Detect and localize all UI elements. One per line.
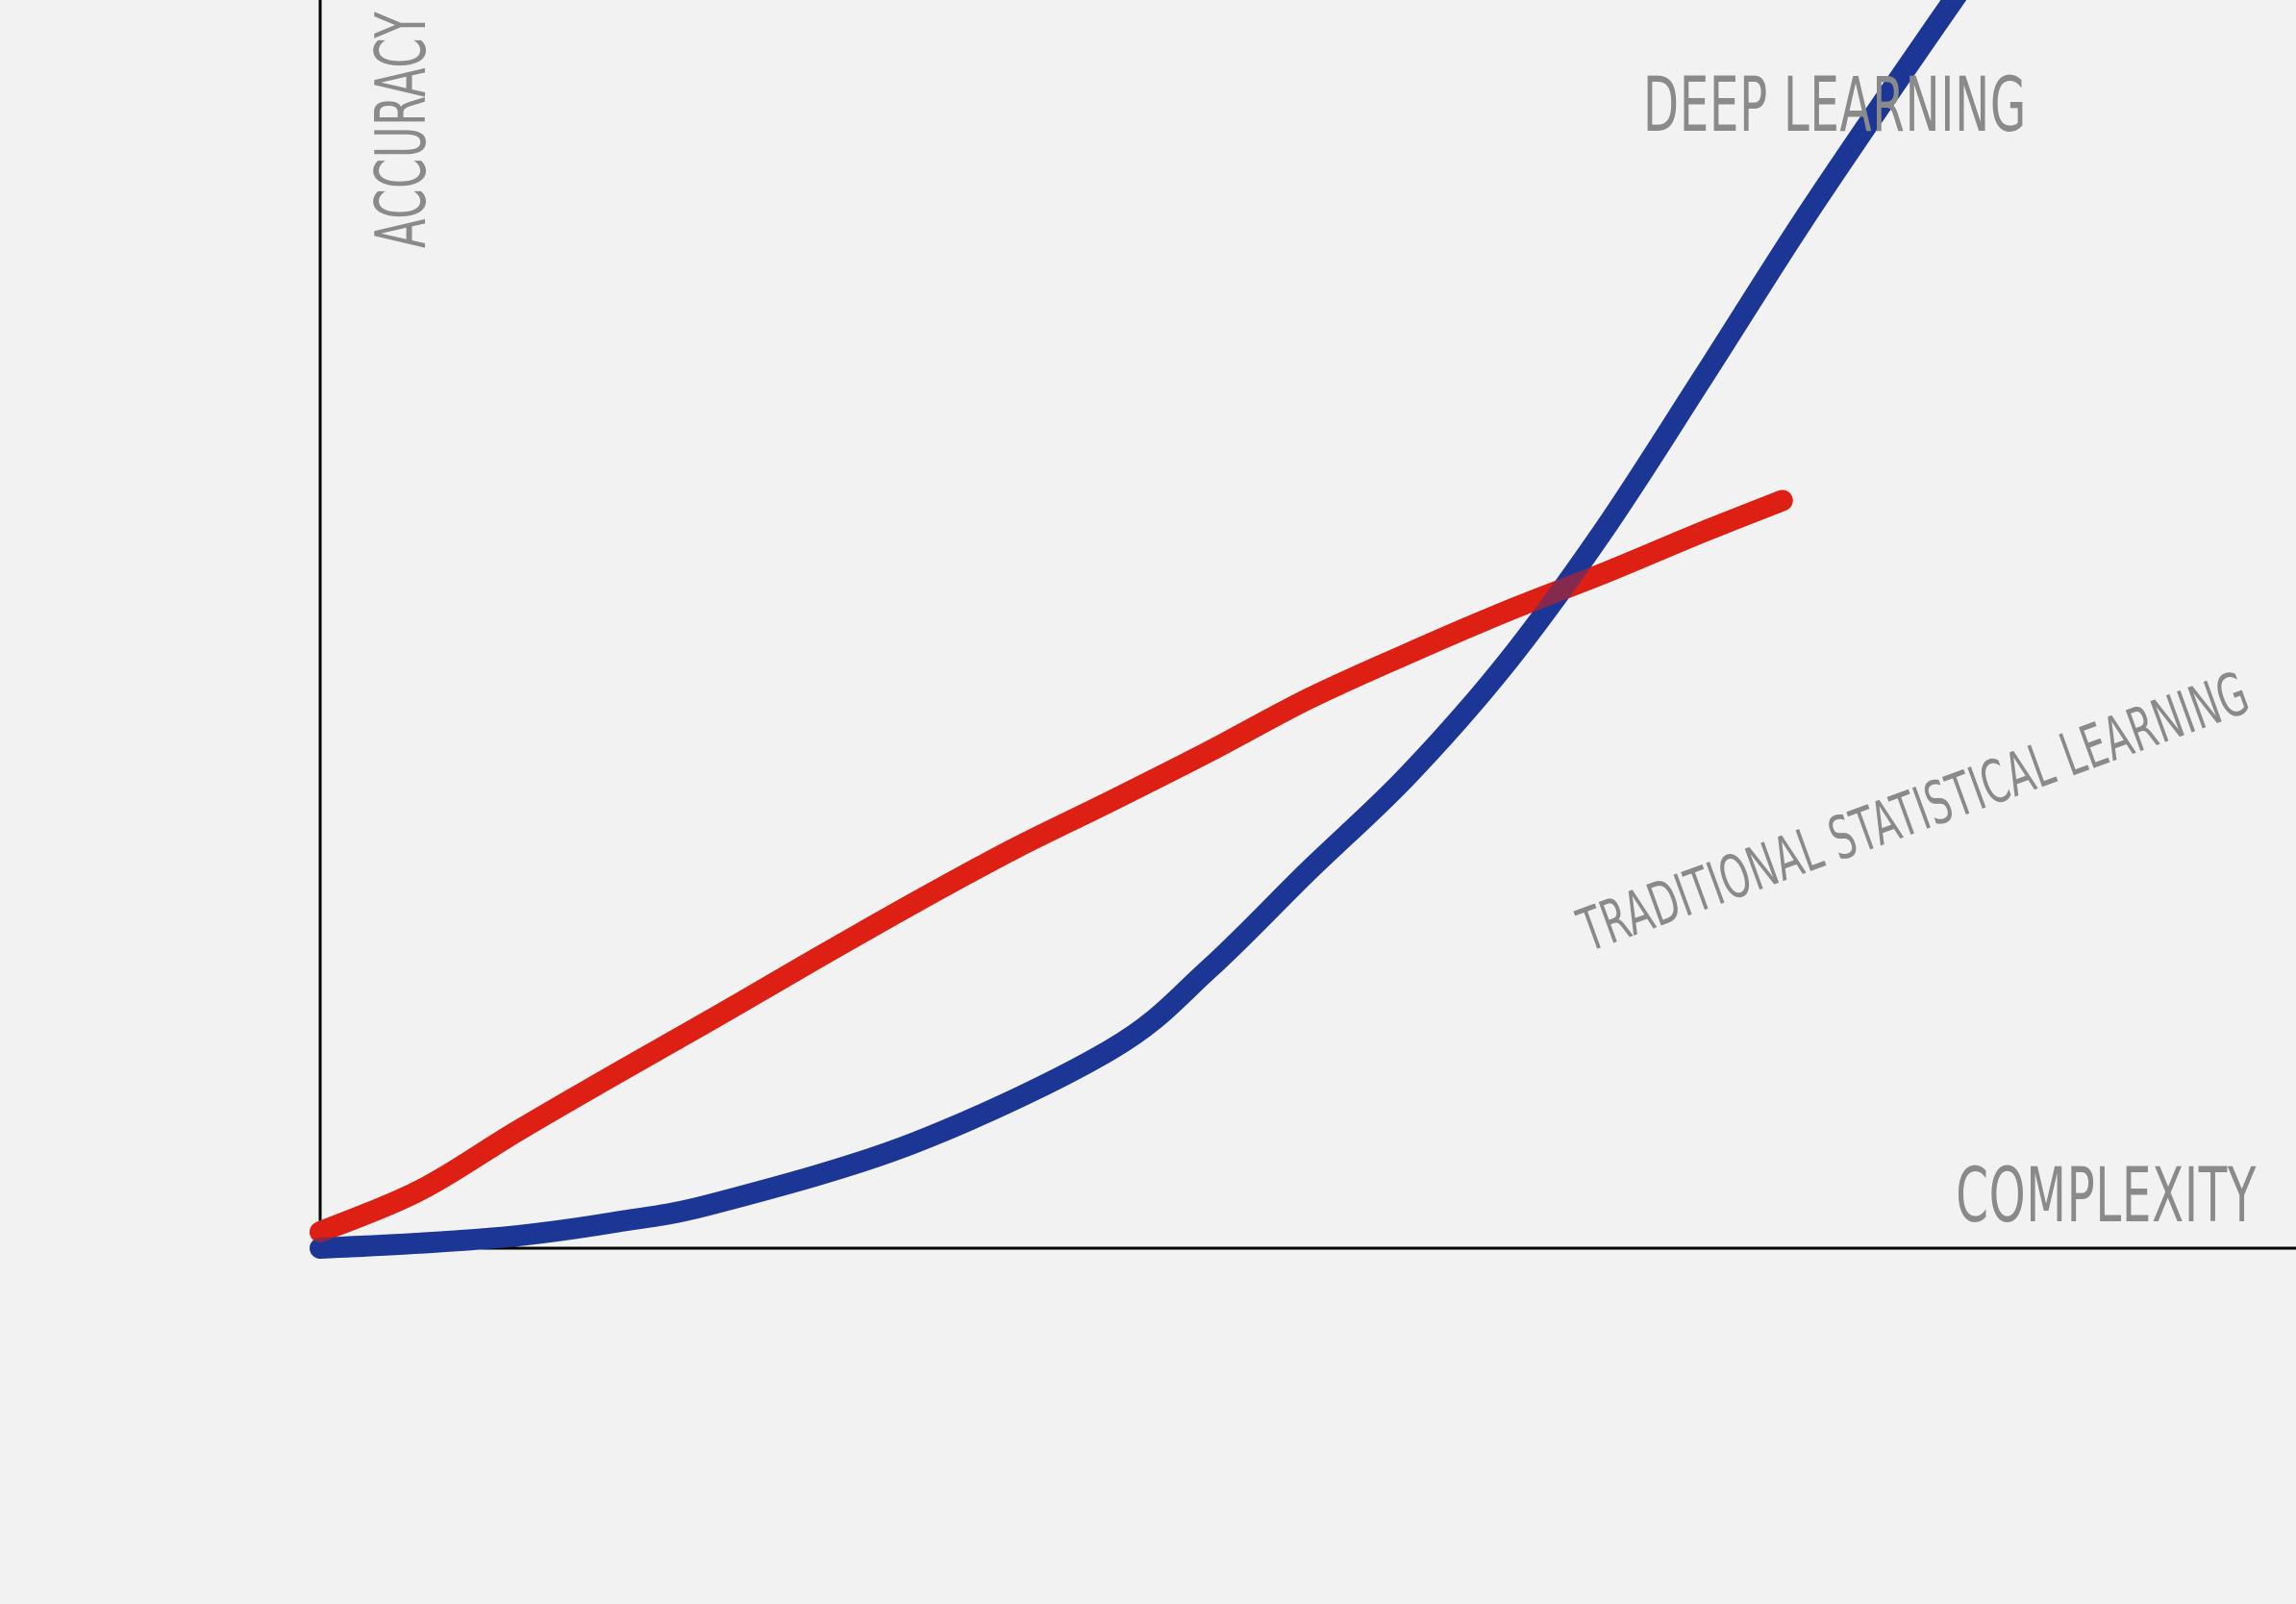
series-line-deep-learning <box>310 0 1967 1259</box>
series-label-traditional-statistical-learning: TRADITIONAL STATISTICAL LEARNING <box>1569 659 2259 966</box>
series-layer <box>310 0 1967 1259</box>
series-line-traditional-statistical-learning-overlay <box>310 489 1793 1243</box>
series-label-deep-learning: DEEP LEARNING <box>1643 63 2027 149</box>
x-axis-label: COMPLEXITY <box>1956 1153 2257 1240</box>
y-axis-label: ACCURACY <box>362 12 442 248</box>
